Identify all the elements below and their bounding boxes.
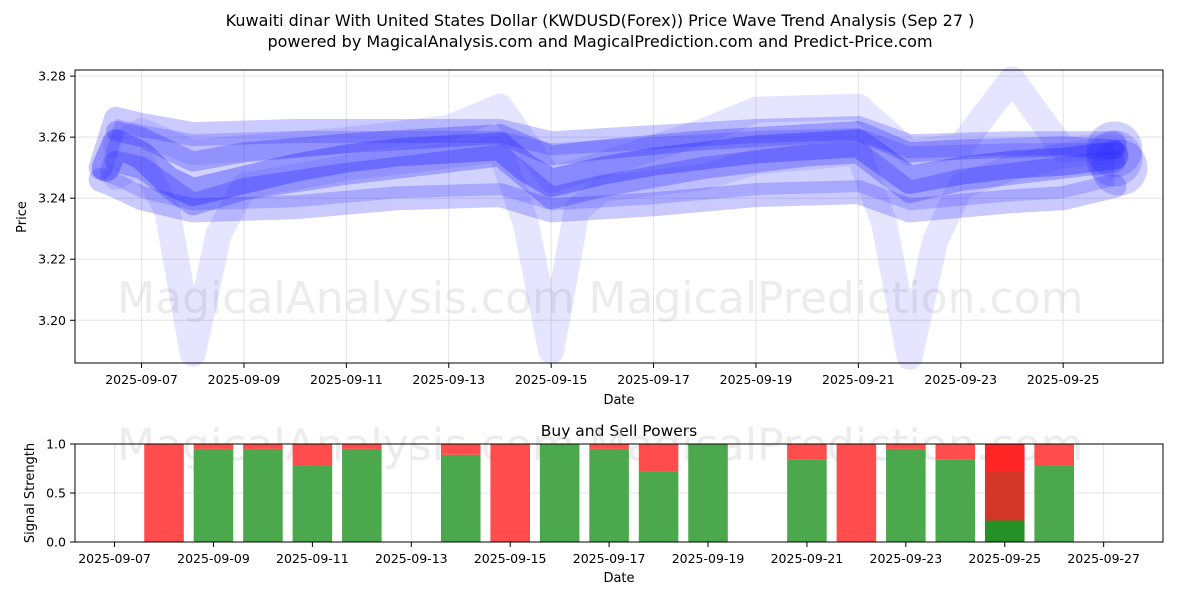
power-y-tick-label: 1.0 (46, 437, 66, 452)
chart-title-line1: Kuwaiti dinar With United States Dollar … (226, 11, 975, 30)
price-y-tick-label: 3.20 (38, 313, 66, 328)
power-x-tick-label: 2025-09-17 (573, 551, 646, 566)
sell-power-bar (342, 444, 382, 449)
chart-title-line2: powered by MagicalAnalysis.com and Magic… (267, 32, 932, 51)
price-chart-watermark: MagicalAnalysis.com MagicalPrediction.co… (117, 273, 1083, 324)
power-x-tick-label: 2025-09-23 (870, 551, 943, 566)
watermark-right: MagicalPrediction.com (589, 273, 1084, 324)
price-wave-end-blob (1091, 139, 1148, 196)
buy-power-bar (1034, 465, 1074, 542)
price-wave-end-blob (1086, 121, 1143, 178)
price-wave-line (103, 136, 1128, 370)
price-x-tick-label: 2025-09-25 (1027, 372, 1100, 387)
price-chart-x-ticks: 2025-09-07 2025-09-09 2025-09-11 2025-09-13… (105, 363, 1099, 387)
sell-power-bar (836, 444, 877, 542)
price-wave-band (100, 118, 1115, 211)
price-wave-line (106, 121, 1125, 172)
price-chart-x-label: Date (603, 393, 634, 408)
sell-power-bar (292, 444, 333, 466)
buy-power-bar (539, 444, 580, 542)
buy-power-bar (243, 448, 283, 542)
price-y-tick-label: 3.22 (38, 252, 66, 267)
sell-power-bar (935, 444, 976, 460)
price-x-tick-label: 2025-09-11 (310, 372, 383, 387)
buy-power-bar (886, 448, 926, 542)
power-x-tick-label: 2025-09-21 (771, 551, 844, 566)
power-chart: Buy and Sell Powers MagicalAnalysis.com … (23, 420, 1164, 586)
sell-power-bar (243, 444, 283, 449)
buy-power-bar (935, 459, 976, 542)
sell-power-bar (193, 444, 234, 449)
price-wave-line (91, 129, 1129, 207)
price-wave-line (88, 106, 1127, 180)
power-chart-y-ticks: 0.0 0.5 1.0 (46, 437, 75, 550)
power-bars (144, 444, 1074, 542)
power-x-tick-label: 2025-09-07 (78, 551, 151, 566)
power-overlay-segment (984, 520, 1025, 542)
power-x-tick-label: 2025-09-15 (474, 551, 547, 566)
buy-power-bar (688, 444, 728, 542)
price-x-tick-label: 2025-09-09 (208, 372, 281, 387)
price-y-tick-label: 3.24 (38, 191, 66, 206)
power-y-tick-label: 0.5 (46, 486, 66, 501)
sell-power-bar (440, 444, 481, 455)
price-x-tick-label: 2025-09-23 (924, 372, 997, 387)
price-x-tick-label: 2025-09-13 (412, 372, 485, 387)
sell-power-bar (1034, 444, 1074, 466)
power-chart-x-ticks: 2025-09-07 2025-09-09 2025-09-11 2025-09-13… (78, 542, 1140, 566)
price-wave-line (88, 167, 1127, 223)
power-chart-y-label: Signal Strength (23, 443, 38, 543)
power-x-tick-label: 2025-09-13 (375, 551, 448, 566)
power-chart-x-label: Date (603, 571, 634, 586)
price-wave-series (88, 66, 1148, 370)
power-overlay-segment (984, 444, 1025, 472)
price-wave-line (103, 66, 1128, 193)
buy-power-bar (589, 448, 629, 542)
price-y-tick-label: 3.28 (38, 69, 66, 84)
price-wave-end-blob (1086, 130, 1143, 187)
price-chart-y-label: Price (15, 201, 30, 233)
buy-power-bar (193, 448, 234, 542)
price-x-tick-label: 2025-09-19 (720, 372, 793, 387)
power-chart-title: Buy and Sell Powers (541, 422, 698, 440)
power-x-tick-label: 2025-09-25 (968, 551, 1041, 566)
power-overlay-segment (984, 471, 1025, 521)
price-chart-grid (75, 70, 1163, 363)
power-x-tick-label: 2025-09-11 (276, 551, 349, 566)
sell-power-bar (144, 444, 184, 542)
power-y-tick-label: 0.0 (46, 535, 66, 550)
sell-power-bar (886, 444, 926, 449)
power-x-tick-label: 2025-09-09 (177, 551, 250, 566)
sell-power-bar (787, 444, 827, 460)
price-y-tick-label: 3.26 (38, 130, 66, 145)
watermark-left: MagicalAnalysis.com (117, 273, 575, 324)
power-x-tick-label: 2025-09-27 (1067, 551, 1140, 566)
price-x-tick-label: 2025-09-17 (617, 372, 690, 387)
price-chart-y-ticks: 3.20 3.22 3.24 3.26 3.28 (38, 69, 75, 328)
sell-power-bar (638, 444, 679, 472)
price-x-tick-label: 2025-09-15 (515, 372, 588, 387)
sell-power-bar (490, 444, 530, 542)
price-chart: MagicalAnalysis.com MagicalPrediction.co… (15, 66, 1164, 408)
buy-power-bar (292, 465, 333, 542)
price-x-tick-label: 2025-09-07 (105, 372, 178, 387)
buy-power-bar (440, 454, 481, 542)
price-x-tick-label: 2025-09-21 (822, 372, 895, 387)
buy-power-bar (787, 459, 827, 542)
price-chart-frame (74, 69, 1164, 364)
buy-power-bar (342, 448, 382, 542)
sell-power-bar (589, 444, 629, 449)
buy-power-bar (638, 471, 679, 542)
price-wave-line (105, 141, 1126, 216)
power-x-tick-label: 2025-09-19 (672, 551, 745, 566)
